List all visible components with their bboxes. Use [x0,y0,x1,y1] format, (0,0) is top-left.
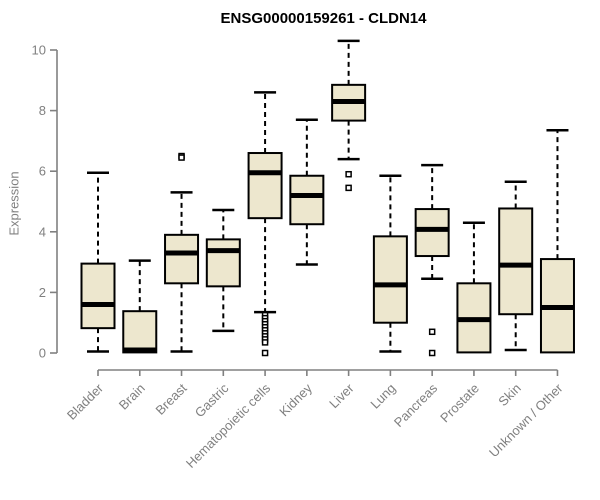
y-tick-label: 10 [32,43,46,58]
x-tick-label: Gastric [192,380,232,420]
x-tick-label: Prostate [437,381,482,426]
outlier-point [345,170,352,178]
box-lung [372,235,408,324]
outlier-point [345,184,352,192]
y-tick-label: 2 [39,285,46,300]
chart-title: ENSG00000159261 - CLDN14 [220,10,427,27]
x-tick-label: Kidney [276,380,315,419]
box-breast [164,233,200,285]
x-tick-label: Bladder [64,380,107,423]
outlier-point [261,349,269,357]
x-tick-label: Breast [152,380,189,417]
x-tick-label: Lung [367,381,398,412]
box-hematopoietic-cells [247,152,283,220]
y-tick-label: 4 [39,224,46,239]
box-brain [122,310,158,354]
outlier-point [178,154,185,161]
box-pancreas [414,208,450,258]
x-tick-label: Brain [116,381,148,413]
y-tick-label: 8 [39,103,46,118]
box-kidney [289,174,325,226]
box-bladder [80,262,116,330]
x-tick-label: Pancreas [391,380,441,430]
box-skin [498,207,534,316]
x-tick-label: Unknown / Other [486,380,566,460]
y-tick-label: 0 [39,346,46,361]
x-tick-label: Skin [495,381,523,409]
box-gastric [205,238,241,288]
outlier-point [428,328,436,336]
x-tick-label: Liver [326,380,357,411]
outlier-point [428,349,436,357]
y-tick-label: 6 [39,164,46,179]
outlier-point [261,339,269,346]
